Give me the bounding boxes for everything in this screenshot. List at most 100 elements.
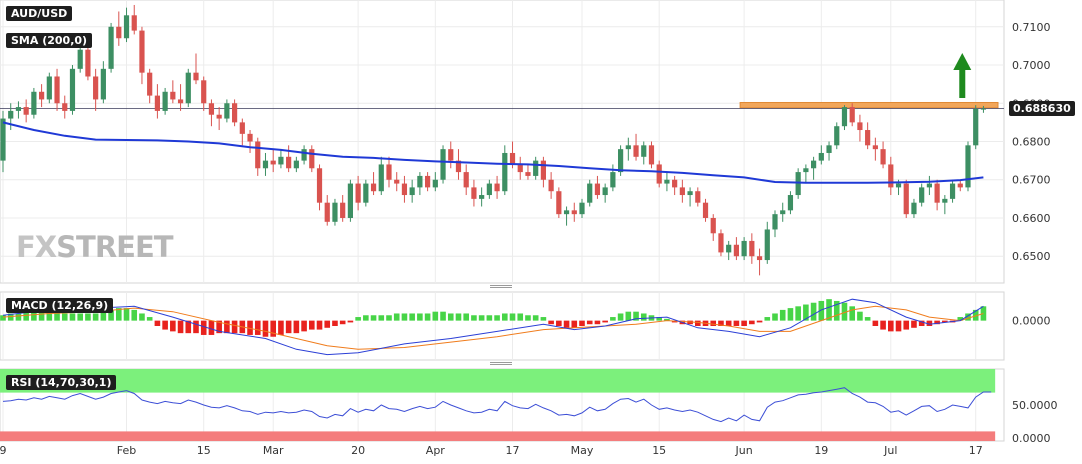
macd-hist-bar-positive [108,309,114,321]
y-tick-label: 0.6800 [1012,136,1051,149]
candle-bearish [656,160,662,188]
macd-hist-bar-negative [548,320,554,325]
macd-hist-bar-negative [895,320,902,332]
macd-hist-bar-positive [864,317,871,321]
macd-hist-bar-positive [540,317,547,321]
macd-hist-bar-positive [424,313,431,321]
candle-bearish [208,99,215,127]
macd-pane [0,298,987,356]
macd-hist-bar-negative [556,320,562,326]
candle-bearish [865,122,871,150]
y-tick-label: 0.6700 [1012,174,1051,187]
candle-bearish [309,145,315,173]
candle-bearish [872,137,878,161]
y-tick-label: 0.7000 [1012,59,1051,72]
candle-bearish [471,179,477,207]
candle-bullish [378,156,384,196]
candle-bullish [811,156,817,180]
macd-hist-bar-negative [579,320,585,326]
candle-bullish [949,179,956,203]
candle-bearish [131,4,137,35]
candle-bearish [648,141,655,169]
symbol-label: AUD/USD [6,6,73,21]
x-tick-label: Feb [117,444,136,457]
candle-bearish [316,164,323,211]
sma-200-line [2,121,984,184]
candle-bullish [664,172,670,192]
candle-bearish [594,175,601,199]
candle-bearish [695,187,701,207]
candle-bearish [633,133,639,161]
macd-hist-bar-negative [942,320,948,323]
candle-bearish [571,202,577,222]
candle-bullish [363,179,369,207]
macd-signal-line [2,305,984,350]
candle-bearish [749,233,755,264]
macd-hist-bar-positive [7,313,14,321]
macd-hist-bar-positive [502,313,508,321]
macd-hist-bar-negative [193,320,199,334]
macd-hist-bar-positive [46,311,53,321]
macd-hist-bar-positive [764,317,771,321]
candle-bearish [23,99,29,123]
macd-hist-bar-negative [332,320,338,326]
macd-hist-bar-positive [447,313,454,321]
macd-hist-bar-positive [440,311,446,321]
candle-bullish [618,145,624,176]
candle-bearish [286,145,292,173]
candle-bullish [834,122,840,150]
macd-hist-bar-positive [517,313,524,321]
macd-hist-bar-positive [849,306,855,321]
macd-hist-bar-positive [85,313,91,321]
macd-indicator-label: MACD (12,26,9) [6,298,114,313]
macd-hist-bar-positive [123,308,130,321]
candle-bearish [177,84,184,111]
x-tick-label: 17 [969,444,983,457]
candle-bullish [123,7,130,43]
candle-bullish [69,65,76,115]
macd-hist-bar-negative [170,320,176,332]
candle-bullish [224,99,230,123]
candle-bearish [710,214,716,241]
candle-bullish [841,105,848,131]
macd-hist-bar-positive [826,299,832,321]
candle-bearish [556,187,562,218]
candle-bearish [193,53,199,85]
macd-hist-bar-negative [602,320,608,323]
candle-bearish [957,179,963,192]
candle-bearish [247,130,253,153]
candle-bullish [942,195,948,215]
macd-hist-bar-positive [525,315,531,321]
macd-hist-bar-negative [301,320,307,332]
candle-bearish [39,84,45,108]
macd-hist-bar-negative [224,320,230,334]
x-tick-label: Jul [883,444,897,457]
macd-hist-bar-positive [833,300,840,321]
candle-bullish [162,87,168,115]
candle-bullish [432,172,438,192]
x-tick-label: Apr [426,444,446,457]
candle-bullish [479,187,485,207]
macd-hist-bar-positive [31,311,37,321]
y-tick-label: 0.7100 [1012,21,1051,34]
rsi-overbought-band [0,369,996,393]
macd-hist-bar-positive [61,313,68,321]
macd-hist-bar-positive [965,313,971,321]
macd-hist-bar-positive [69,313,76,321]
macd-hist-bar-negative [563,320,570,328]
candle-bearish [170,80,176,104]
pane-resize-handle-1[interactable] [490,285,512,289]
candle-bearish [540,156,546,188]
macd-hist-bar-negative [926,320,933,326]
macd-hist-bar-positive [139,313,145,321]
rsi-oversold-band [0,431,996,441]
pane-resize-handle-2[interactable] [490,362,512,366]
macd-hist-bar-negative [162,320,168,330]
candle-bearish [232,99,238,127]
macd-hist-bar-positive [463,313,469,321]
y-tick-label: 0.6500 [1012,250,1051,263]
macd-hist-bar-negative [718,320,724,326]
macd-hist-bar-negative [185,320,192,334]
candle-bearish [756,248,763,276]
x-tick-label: 19 [814,444,828,457]
